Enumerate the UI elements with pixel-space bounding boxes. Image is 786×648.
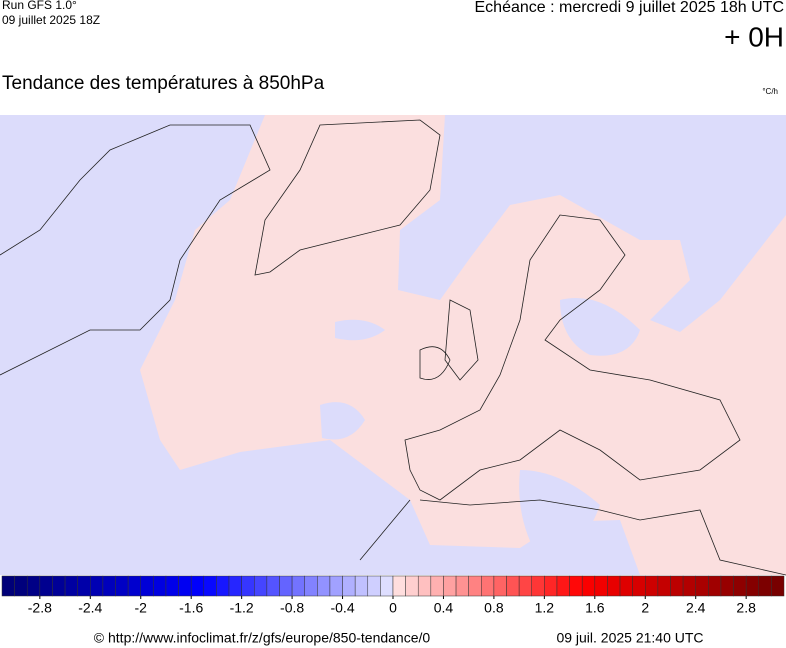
color-cell	[682, 575, 696, 597]
scale-tick-label: 2.8	[736, 600, 756, 616]
color-cell	[329, 575, 343, 597]
color-cell	[569, 575, 583, 597]
color-cell	[1, 575, 15, 597]
coastline	[419, 299, 479, 381]
scale-tick-label: -0.8	[280, 600, 304, 616]
color-cell	[708, 575, 722, 597]
scale-tick-label: 0.8	[484, 600, 504, 616]
color-cell	[127, 575, 141, 597]
color-cell	[52, 575, 66, 597]
color-cell	[417, 575, 432, 597]
unit-label: °C/h	[762, 87, 778, 96]
color-cell	[14, 575, 28, 597]
scale-tick-label: 0	[389, 600, 397, 616]
color-cell	[140, 575, 154, 597]
color-cell	[392, 575, 406, 597]
color-cell	[594, 575, 608, 597]
color-cell	[443, 575, 457, 597]
scale-tick-label: 2.4	[686, 600, 706, 616]
color-cell	[317, 575, 331, 597]
color-cell	[468, 575, 482, 597]
color-cell	[645, 575, 659, 597]
color-cell	[544, 575, 558, 597]
run-label: Run GFS 1.0°	[2, 0, 77, 12]
color-cell	[291, 575, 305, 597]
scale-tick-label: 2	[641, 600, 649, 616]
map-title: Tendance des températures à 850hPa	[2, 73, 325, 94]
color-cell	[90, 575, 104, 597]
cooling-area	[560, 298, 640, 356]
color-scale: -2.8 -2.4 -2 -1.6 -1.2 -0.8 -0.4 0 0.4 0.8 1.2 1.6 2…	[1, 575, 785, 616]
color-cell	[695, 575, 709, 597]
color-cell	[39, 575, 53, 597]
coastline	[254, 119, 441, 276]
color-cell	[771, 575, 785, 597]
generated-time: 09 juil. 2025 21:40 UTC	[556, 630, 703, 646]
color-cell	[581, 575, 596, 597]
source-credit: © http://www.infoclimat.fr/z/gfs/europe/…	[94, 630, 431, 646]
color-cell	[367, 575, 381, 597]
warming-area	[140, 115, 786, 575]
scale-tick-label: -2	[135, 600, 148, 616]
color-cell	[203, 575, 217, 597]
scale-tick-label: -1.2	[230, 600, 254, 616]
color-cell	[405, 575, 419, 597]
scale-tick-label: 0.4	[434, 600, 454, 616]
color-cell	[518, 575, 532, 597]
color-cell	[455, 575, 469, 597]
map	[0, 115, 786, 576]
coastline	[0, 124, 271, 376]
color-cell	[481, 575, 495, 597]
color-cell	[342, 575, 356, 597]
color-cell	[254, 575, 268, 597]
color-cell	[165, 575, 179, 597]
color-cell	[153, 575, 167, 597]
valid-time: Echéance : mercredi 9 juillet 2025 18h U…	[475, 0, 785, 16]
color-cell	[26, 575, 41, 597]
coastline	[404, 214, 741, 501]
scale-tick-label: -0.4	[330, 600, 354, 616]
lead-time: + 0H	[724, 21, 784, 52]
coastline	[359, 499, 786, 576]
color-cell	[228, 575, 242, 597]
color-cell	[607, 575, 621, 597]
cooling-area	[519, 470, 600, 560]
scale-tick-label: -2.8	[28, 600, 52, 616]
color-cell	[745, 575, 760, 597]
run-date: 09 juillet 2025 18Z	[2, 13, 100, 27]
scale-tick-label: -2.4	[78, 600, 102, 616]
color-cell	[380, 575, 394, 597]
color-cell	[758, 575, 772, 597]
color-cell	[64, 575, 78, 597]
cooling-area	[320, 402, 365, 440]
color-cell	[493, 575, 507, 597]
color-cell	[670, 575, 684, 597]
color-cell	[531, 575, 545, 597]
scale-tick-label: -1.6	[179, 600, 203, 616]
cooling-area	[335, 319, 385, 341]
color-cell	[720, 575, 734, 597]
color-cell	[506, 575, 520, 597]
color-cell	[304, 575, 318, 597]
color-cell	[619, 575, 633, 597]
color-cell	[733, 575, 747, 597]
color-cell	[77, 575, 91, 597]
color-cell	[354, 575, 369, 597]
color-cell	[115, 575, 129, 597]
color-cell	[266, 575, 280, 597]
color-cell	[102, 575, 116, 597]
color-cell	[556, 575, 570, 597]
color-cell	[216, 575, 230, 597]
color-cell	[190, 575, 205, 597]
color-cell	[241, 575, 255, 597]
color-cell	[657, 575, 671, 597]
scale-tick-label: 1.6	[585, 600, 605, 616]
color-cell	[178, 575, 192, 597]
color-cell	[279, 575, 293, 597]
scale-tick-label: 1.2	[535, 600, 555, 616]
color-cell	[430, 575, 444, 597]
color-cell	[632, 575, 646, 597]
